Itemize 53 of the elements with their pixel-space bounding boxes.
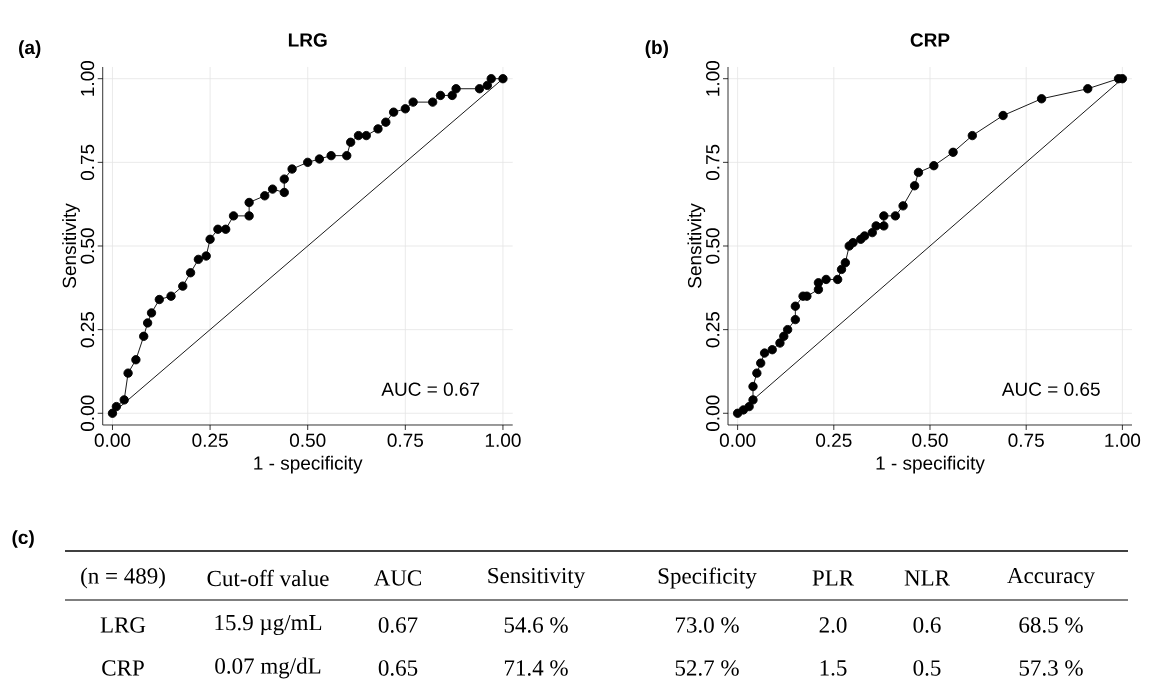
text: PLR <box>812 570 855 586</box>
text: (a) <box>19 40 41 58</box>
y-axis-title: Sensitivity <box>687 203 706 288</box>
annotation: AUC = 0.65 <box>1001 382 1100 396</box>
x-axis-title: 1 - specificity <box>254 455 363 474</box>
text: 71.4 % <box>504 660 568 676</box>
text: Specificity <box>658 567 757 589</box>
y-axis-title: Sensitivity <box>62 203 80 288</box>
text: Sensitivity <box>488 567 586 589</box>
x-tick-label: 0.00 <box>94 433 131 447</box>
x-tick-label: 0.25 <box>816 433 852 447</box>
text: 2.0 <box>819 617 847 633</box>
y-tick-label: 0.25 <box>80 311 95 348</box>
chart-title: CRP <box>910 33 950 47</box>
text: 0.6 <box>913 617 941 633</box>
text: (n = 489) <box>81 567 165 589</box>
x-axis-title: 1 - specificity <box>876 455 985 474</box>
text: 15.9 µg/mL <box>215 614 322 636</box>
text: AUC <box>373 570 422 586</box>
x-tick-label: 0.00 <box>719 433 756 447</box>
text: 73.0 % <box>675 617 739 633</box>
x-tick-label: 0.25 <box>192 433 228 447</box>
text: (b) <box>645 40 668 58</box>
text: LRG <box>100 617 146 633</box>
y-tick-label: 0.25 <box>706 311 720 348</box>
text: 0.67 <box>378 617 418 633</box>
text: Cut-off value <box>207 569 329 587</box>
text: 54.6 % <box>504 617 568 633</box>
y-tick-label: 0.75 <box>80 144 95 181</box>
y-tick-label: 0.50 <box>80 228 95 264</box>
y-tick-label: 0.50 <box>706 228 720 264</box>
text: 0.5 <box>913 660 941 676</box>
y-tick-label: 1.00 <box>706 60 720 96</box>
x-tick-label: 1.00 <box>485 433 521 447</box>
text: NLR <box>904 570 950 586</box>
text: CRP <box>102 660 144 676</box>
text: 68.5 % <box>1019 617 1083 633</box>
x-tick-label: 0.50 <box>289 433 326 447</box>
text: 0.65 <box>378 660 418 676</box>
text: 52.7 % <box>675 660 739 676</box>
annotation: AUC = 0.67 <box>381 382 480 396</box>
x-tick-label: 0.75 <box>1008 433 1044 447</box>
x-tick-label: 0.50 <box>912 433 948 447</box>
text: Accuracy <box>1007 567 1095 589</box>
chart-title: LRG <box>288 33 327 47</box>
y-tick-label: 1.00 <box>80 60 95 96</box>
x-tick-label: 0.75 <box>387 433 424 447</box>
y-tick-label: 0.75 <box>706 144 720 181</box>
x-tick-label: 1.00 <box>1105 433 1141 447</box>
text: (c) <box>12 530 34 548</box>
text: 1.5 <box>820 660 847 676</box>
text: 0.07 mg/dL <box>215 657 321 679</box>
text: 57.3 % <box>1019 660 1083 676</box>
